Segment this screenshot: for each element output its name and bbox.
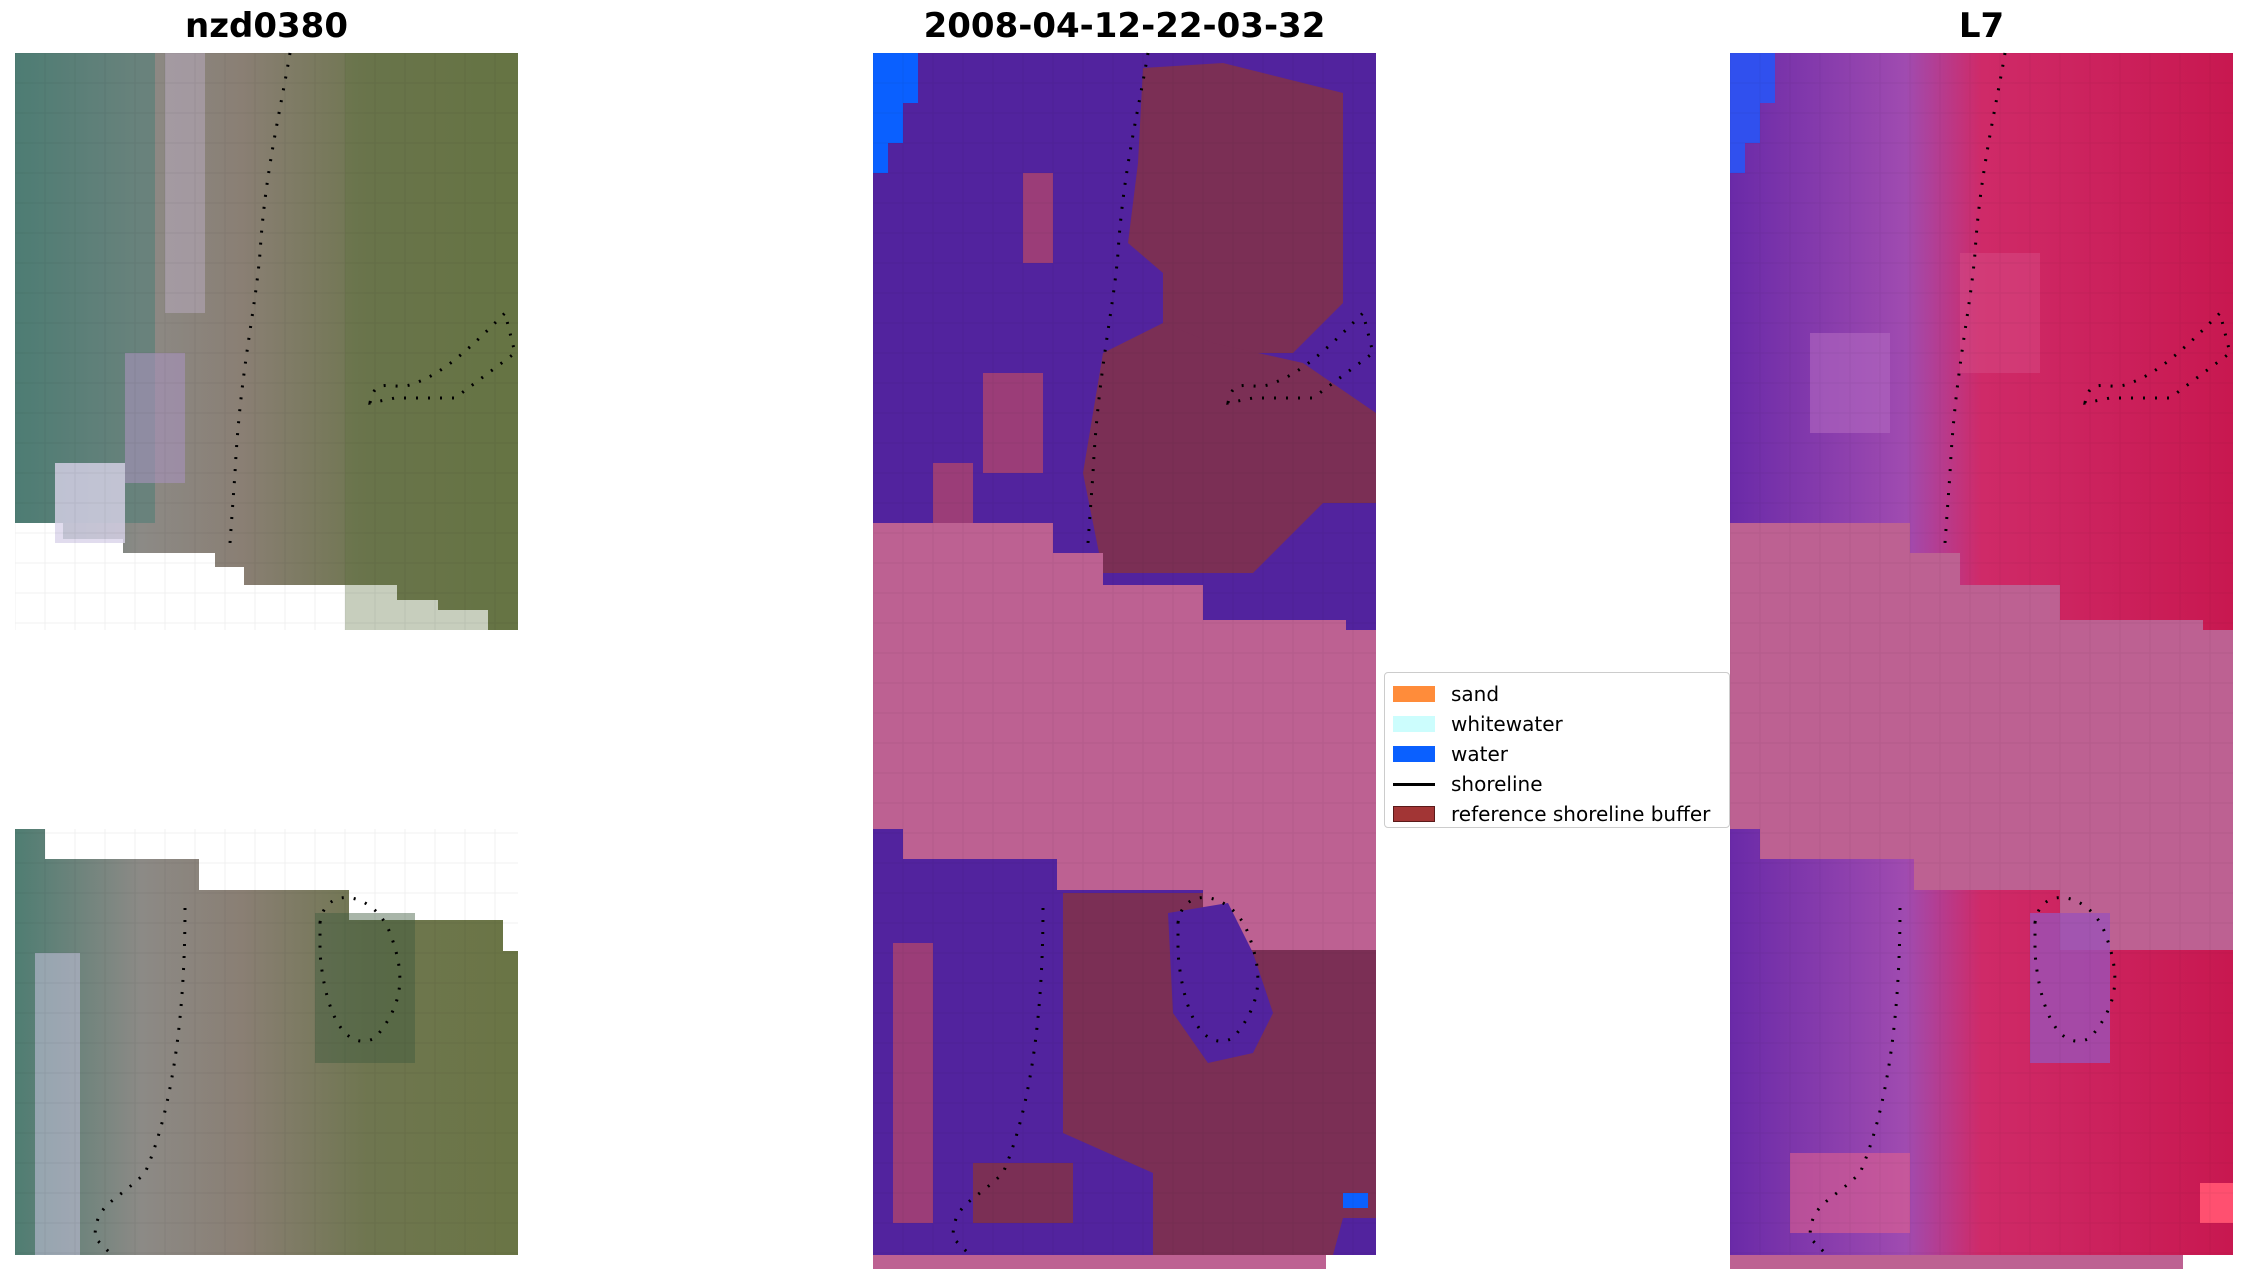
legend-label: shoreline (1451, 772, 1543, 796)
whitewater-swatch (1393, 716, 1435, 732)
sand-swatch (1393, 686, 1435, 702)
legend-item-water: water (1393, 739, 1721, 769)
index-image (1730, 52, 2233, 1269)
legend: sand whitewater water shoreline referenc… (1384, 672, 1730, 828)
reference-buffer-swatch (1393, 806, 1435, 822)
legend-item-reference-buffer: reference shoreline buffer (1393, 799, 1721, 829)
legend-label: sand (1451, 682, 1500, 706)
water-swatch (1393, 746, 1435, 762)
classified-image (873, 52, 1376, 1269)
legend-label: water (1451, 742, 1508, 766)
legend-item-sand: sand (1393, 679, 1721, 709)
panel-title-index: L7 (1958, 6, 2005, 46)
legend-label: whitewater (1451, 712, 1563, 736)
shoreline-line-swatch (1393, 782, 1435, 786)
legend-item-shoreline: shoreline (1393, 769, 1721, 799)
panel-title-rgb: nzd0380 (185, 6, 348, 46)
legend-item-whitewater: whitewater (1393, 709, 1721, 739)
legend-label: reference shoreline buffer (1451, 802, 1711, 826)
panel-title-classified: 2008-04-12-22-03-32 (923, 6, 1326, 46)
rgb-satellite-image (15, 52, 518, 1255)
